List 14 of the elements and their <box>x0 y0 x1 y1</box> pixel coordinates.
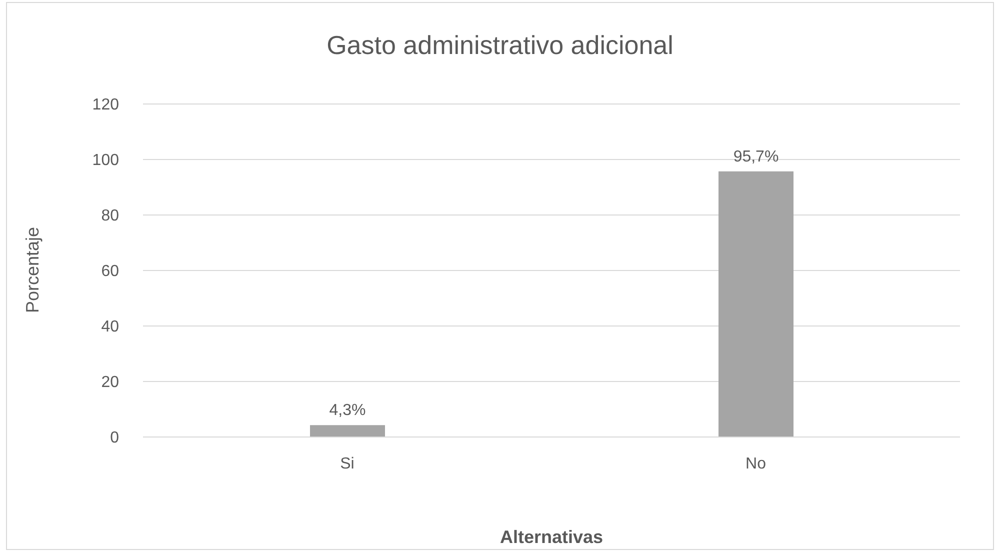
x-axis-title: Alternativas <box>498 527 604 548</box>
y-tick-label: 60 <box>101 263 120 280</box>
y-tick-label: 20 <box>101 374 120 392</box>
data-label: 95,7% <box>733 148 779 166</box>
chart-title: Gasto administrativo adicional <box>326 30 674 61</box>
y-tick-label: 40 <box>101 318 120 336</box>
x-tick-label: No <box>746 455 766 472</box>
y-tick-label: 80 <box>101 208 120 225</box>
y-tick-label: 0 <box>110 430 120 447</box>
y-tick-label: 120 <box>92 96 120 114</box>
y-axis-title: Porcentaje <box>22 226 44 314</box>
data-label: 4,3% <box>329 402 366 420</box>
y-tick-label: 100 <box>92 152 120 170</box>
x-tick-label: Si <box>340 455 354 472</box>
